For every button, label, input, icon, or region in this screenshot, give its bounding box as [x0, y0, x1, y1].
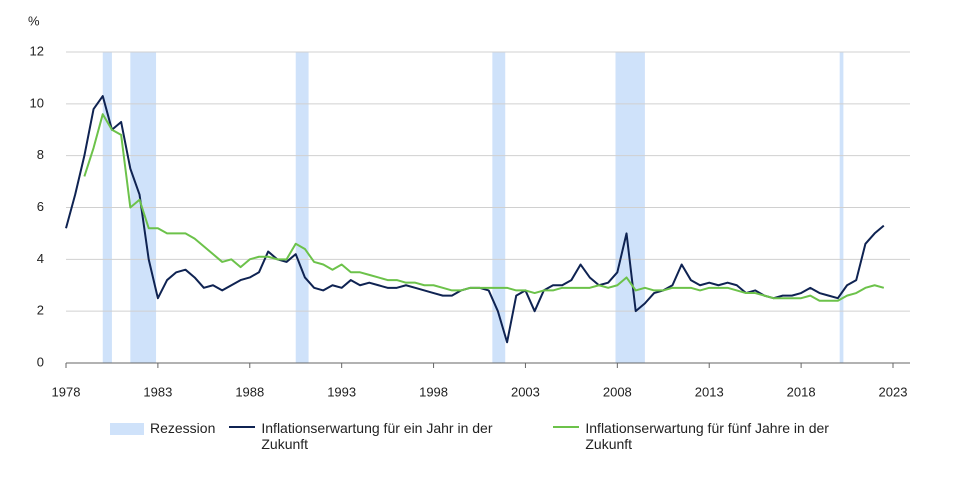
- x-tick-label: 2008: [603, 384, 632, 399]
- legend-swatch: [553, 426, 580, 428]
- x-tick-label: 2018: [787, 384, 816, 399]
- x-tick-label: 1983: [143, 384, 172, 399]
- x-tick-label: 2023: [879, 384, 908, 399]
- x-tick-label: 1993: [327, 384, 356, 399]
- y-tick-label: 12: [30, 43, 44, 58]
- legend-label: Inflationserwartung für ein Jahr in der …: [261, 420, 493, 452]
- legend-swatch: [229, 426, 256, 428]
- legend-item: Inflationserwartung für fünf Jahre in de…: [553, 420, 863, 452]
- x-tick-label: 1978: [52, 384, 81, 399]
- legend-item: Inflationserwartung für ein Jahr in der …: [229, 420, 539, 452]
- x-tick-label: 2013: [695, 384, 724, 399]
- y-tick-label: 6: [37, 199, 44, 214]
- y-unit-label: %: [28, 13, 40, 28]
- y-tick-label: 0: [37, 354, 44, 369]
- series-line: [83, 113, 885, 302]
- chart-plot: % 0 2 4 6 8 10 12 1978 1983 1988 1993 1998 2003 2008 20…: [28, 13, 910, 399]
- legend-swatch: [110, 423, 144, 435]
- legend-label: Rezession: [150, 420, 216, 436]
- y-tick-label: 4: [37, 251, 44, 266]
- x-tick-label: 1998: [419, 384, 448, 399]
- x-tick-label: 1988: [235, 384, 264, 399]
- y-tick-label: 2: [37, 303, 44, 318]
- legend-item: Rezession: [110, 420, 215, 452]
- x-tick-label: 2003: [511, 384, 540, 399]
- y-tick-label: 10: [30, 95, 44, 110]
- y-tick-label: 8: [37, 147, 44, 162]
- series-line: [65, 95, 885, 344]
- legend: Rezession Inflationserwartung für ein Ja…: [110, 420, 877, 452]
- legend-label: Inflationserwartung für fünf Jahre in de…: [585, 420, 829, 452]
